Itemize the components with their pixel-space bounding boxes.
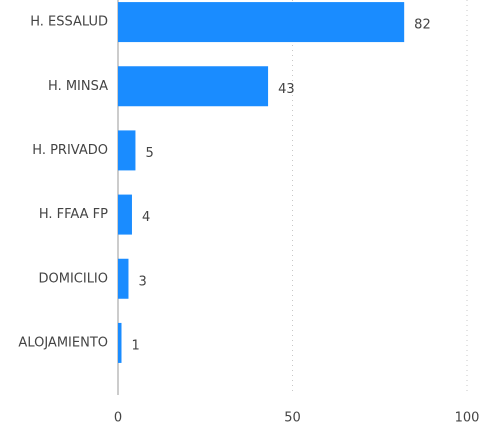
data-label: 1 — [131, 338, 139, 353]
bar — [118, 258, 129, 299]
y-tick-label: ALOJAMIENTO — [18, 335, 108, 350]
data-label: 5 — [145, 146, 153, 161]
bar — [118, 130, 136, 171]
y-tick-label: DOMICILIO — [38, 271, 108, 286]
data-label: 4 — [142, 210, 150, 225]
x-tick-label: 0 — [114, 411, 122, 426]
x-tick-label: 100 — [455, 411, 480, 426]
y-tick-label: H. ESSALUD — [30, 15, 108, 30]
data-label: 82 — [414, 18, 431, 33]
bar — [118, 2, 405, 43]
bar — [118, 66, 269, 107]
y-tick-label: H. PRIVADO — [32, 143, 108, 158]
data-label: 3 — [138, 274, 146, 289]
data-label: 43 — [278, 82, 295, 97]
bar — [118, 322, 122, 363]
bar — [118, 194, 132, 235]
y-tick-label: H. MINSA — [48, 79, 108, 94]
x-tick-label: 50 — [284, 411, 301, 426]
y-tick-label: H. FFAA FP — [39, 207, 108, 222]
